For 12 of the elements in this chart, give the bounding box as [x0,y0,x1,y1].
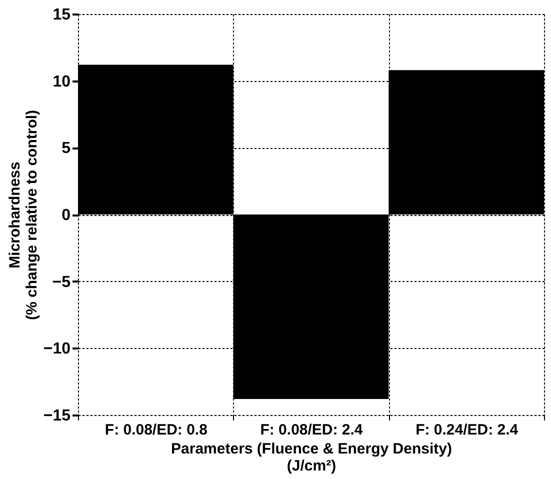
x-tick-label: F: 0.24/ED: 2.4 [416,422,519,438]
y-tick-label: −15 [43,408,71,424]
y-tick-label: 0 [62,207,71,224]
y-tick-label: 10 [52,73,71,90]
x-axis-title: Parameters (Fluence & Energy Density) (J/cm²) [171,440,452,474]
x-tick-label: F: 0.08/ED: 0.8 [104,422,208,438]
x-tick-label: F: 0.08/ED: 2.4 [260,422,364,438]
y-tick-label: 15 [52,6,71,24]
y-axis-title: Microhardness (% change relative to control) [6,110,40,320]
y-tick-label: −5 [52,274,71,291]
y-tick-label: −10 [43,340,71,358]
y-tick-label: 5 [62,140,71,158]
